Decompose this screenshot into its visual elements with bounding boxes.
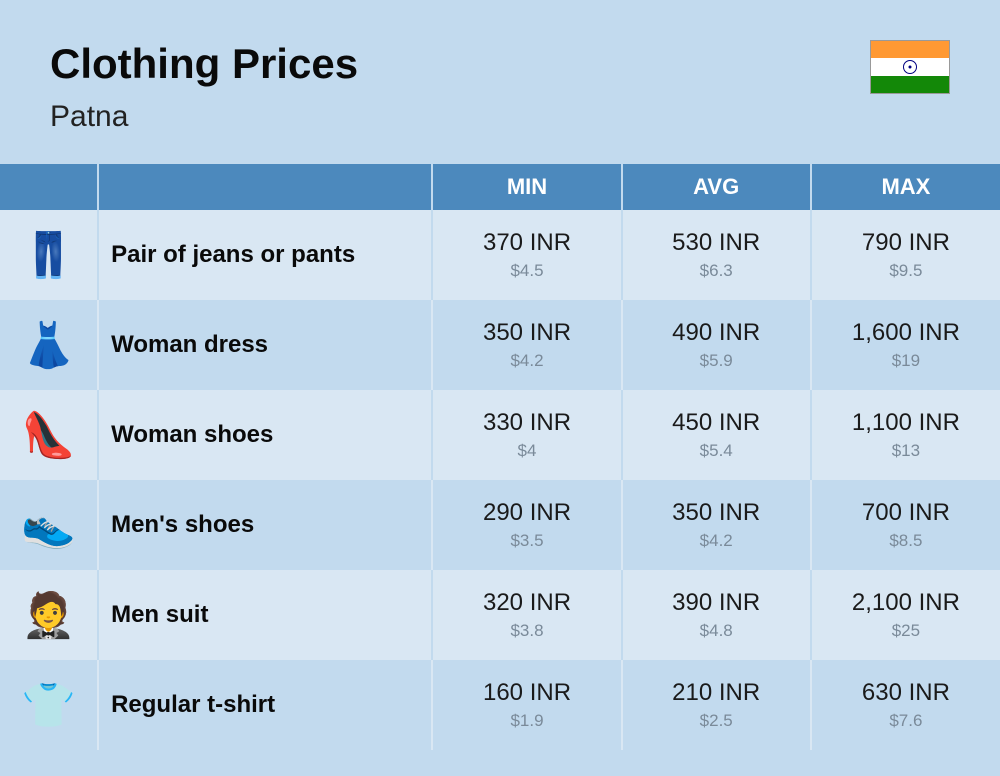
max-cell: 1,100 INR $13	[811, 390, 1000, 480]
page-subtitle: Patna	[50, 100, 358, 134]
min-cell: 320 INR $3.8	[432, 570, 621, 660]
avg-inr: 490 INR	[623, 319, 810, 347]
avg-cell: 390 INR $4.8	[622, 570, 811, 660]
min-inr: 160 INR	[433, 679, 620, 707]
avg-cell: 350 INR $4.2	[622, 480, 811, 570]
avg-usd: $4.8	[623, 621, 810, 641]
max-usd: $13	[812, 441, 1000, 461]
india-flag-icon	[870, 40, 950, 94]
item-icon: 👖	[0, 210, 98, 300]
min-usd: $4.2	[433, 351, 620, 371]
avg-usd: $6.3	[623, 261, 810, 281]
item-name: Men's shoes	[98, 480, 432, 570]
col-name	[98, 164, 432, 210]
avg-cell: 210 INR $2.5	[622, 660, 811, 750]
table-header-row: MIN AVG MAX	[0, 164, 1000, 210]
min-inr: 330 INR	[433, 409, 620, 437]
item-icon: 👠	[0, 390, 98, 480]
table-row: 👟 Men's shoes 290 INR $3.5 350 INR $4.2 …	[0, 480, 1000, 570]
table-row: 👗 Woman dress 350 INR $4.2 490 INR $5.9 …	[0, 300, 1000, 390]
max-cell: 630 INR $7.6	[811, 660, 1000, 750]
max-inr: 2,100 INR	[812, 589, 1000, 617]
table-row: 👖 Pair of jeans or pants 370 INR $4.5 53…	[0, 210, 1000, 300]
min-inr: 320 INR	[433, 589, 620, 617]
avg-inr: 450 INR	[623, 409, 810, 437]
item-icon: 🤵	[0, 570, 98, 660]
avg-inr: 530 INR	[623, 229, 810, 257]
max-usd: $7.6	[812, 711, 1000, 731]
item-name: Regular t-shirt	[98, 660, 432, 750]
max-usd: $9.5	[812, 261, 1000, 281]
max-cell: 2,100 INR $25	[811, 570, 1000, 660]
max-inr: 1,100 INR	[812, 409, 1000, 437]
max-inr: 790 INR	[812, 229, 1000, 257]
col-max: MAX	[811, 164, 1000, 210]
avg-usd: $5.4	[623, 441, 810, 461]
min-inr: 350 INR	[433, 319, 620, 347]
min-usd: $4.5	[433, 261, 620, 281]
min-inr: 370 INR	[433, 229, 620, 257]
avg-cell: 530 INR $6.3	[622, 210, 811, 300]
item-name: Pair of jeans or pants	[98, 210, 432, 300]
min-usd: $3.8	[433, 621, 620, 641]
max-usd: $19	[812, 351, 1000, 371]
table-row: 🤵 Men suit 320 INR $3.8 390 INR $4.8 2,1…	[0, 570, 1000, 660]
min-cell: 290 INR $3.5	[432, 480, 621, 570]
min-inr: 290 INR	[433, 499, 620, 527]
max-usd: $8.5	[812, 531, 1000, 551]
avg-usd: $2.5	[623, 711, 810, 731]
min-cell: 350 INR $4.2	[432, 300, 621, 390]
avg-usd: $4.2	[623, 531, 810, 551]
table-row: 👕 Regular t-shirt 160 INR $1.9 210 INR $…	[0, 660, 1000, 750]
prices-table: MIN AVG MAX 👖 Pair of jeans or pants 370…	[0, 164, 1000, 750]
col-min: MIN	[432, 164, 621, 210]
table-row: 👠 Woman shoes 330 INR $4 450 INR $5.4 1,…	[0, 390, 1000, 480]
avg-cell: 490 INR $5.9	[622, 300, 811, 390]
title-block: Clothing Prices Patna	[50, 40, 358, 134]
item-icon: 👗	[0, 300, 98, 390]
max-inr: 1,600 INR	[812, 319, 1000, 347]
max-cell: 790 INR $9.5	[811, 210, 1000, 300]
min-cell: 370 INR $4.5	[432, 210, 621, 300]
avg-cell: 450 INR $5.4	[622, 390, 811, 480]
page-title: Clothing Prices	[50, 40, 358, 88]
item-name: Men suit	[98, 570, 432, 660]
min-cell: 160 INR $1.9	[432, 660, 621, 750]
min-cell: 330 INR $4	[432, 390, 621, 480]
avg-usd: $5.9	[623, 351, 810, 371]
avg-inr: 390 INR	[623, 589, 810, 617]
item-name: Woman shoes	[98, 390, 432, 480]
avg-inr: 350 INR	[623, 499, 810, 527]
max-cell: 1,600 INR $19	[811, 300, 1000, 390]
max-inr: 700 INR	[812, 499, 1000, 527]
min-usd: $1.9	[433, 711, 620, 731]
item-name: Woman dress	[98, 300, 432, 390]
min-usd: $3.5	[433, 531, 620, 551]
col-icon	[0, 164, 98, 210]
avg-inr: 210 INR	[623, 679, 810, 707]
col-avg: AVG	[622, 164, 811, 210]
item-icon: 👟	[0, 480, 98, 570]
min-usd: $4	[433, 441, 620, 461]
max-usd: $25	[812, 621, 1000, 641]
max-inr: 630 INR	[812, 679, 1000, 707]
item-icon: 👕	[0, 660, 98, 750]
header: Clothing Prices Patna	[0, 0, 1000, 164]
max-cell: 700 INR $8.5	[811, 480, 1000, 570]
